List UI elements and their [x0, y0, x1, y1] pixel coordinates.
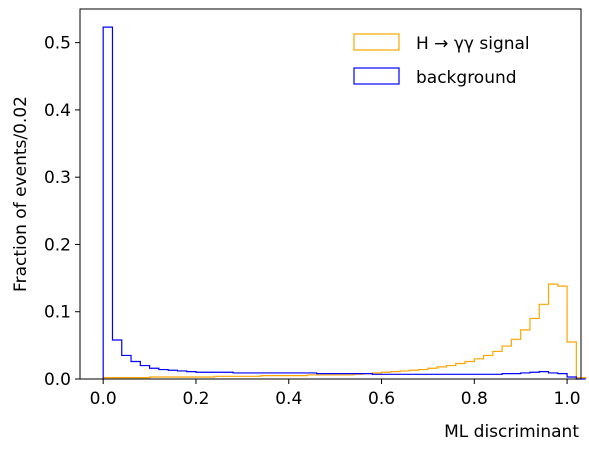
y-tick-label: 0.5	[44, 34, 71, 54]
y-tick-label: 0.3	[44, 168, 71, 188]
legend: H → γγ signal background	[353, 33, 530, 88]
x-axis: 0.0 0.2 0.4 0.6 0.8 1.0	[90, 379, 581, 409]
y-tick-label: 0.1	[44, 303, 71, 323]
legend-label-signal: H → γγ signal	[416, 34, 530, 54]
x-tick-label: 0.2	[182, 389, 209, 409]
y-tick-label: 0.4	[44, 101, 71, 121]
legend-swatch-signal	[353, 33, 400, 51]
legend-label-background: background	[416, 68, 517, 88]
legend-swatch-background	[353, 67, 400, 85]
y-tick-label: 0.2	[44, 235, 71, 255]
plot-frame	[79, 8, 582, 380]
plot-area	[102, 26, 587, 380]
x-tick-label: 0.4	[275, 389, 302, 409]
y-tick-label: 0.0	[44, 370, 71, 390]
x-tick-label: 0.0	[90, 389, 117, 409]
x-tick-label: 1.0	[554, 389, 581, 409]
x-tick-label: 0.6	[368, 389, 395, 409]
signal-histogram-series	[102, 283, 587, 379]
y-axis: 0.0 0.1 0.2 0.3 0.4 0.5	[44, 34, 80, 390]
x-axis-title: ML discriminant	[444, 422, 579, 442]
y-axis-title: Fraction of events/0.02	[11, 96, 31, 292]
background-histogram-series	[102, 26, 586, 380]
x-tick-label: 0.8	[461, 389, 488, 409]
